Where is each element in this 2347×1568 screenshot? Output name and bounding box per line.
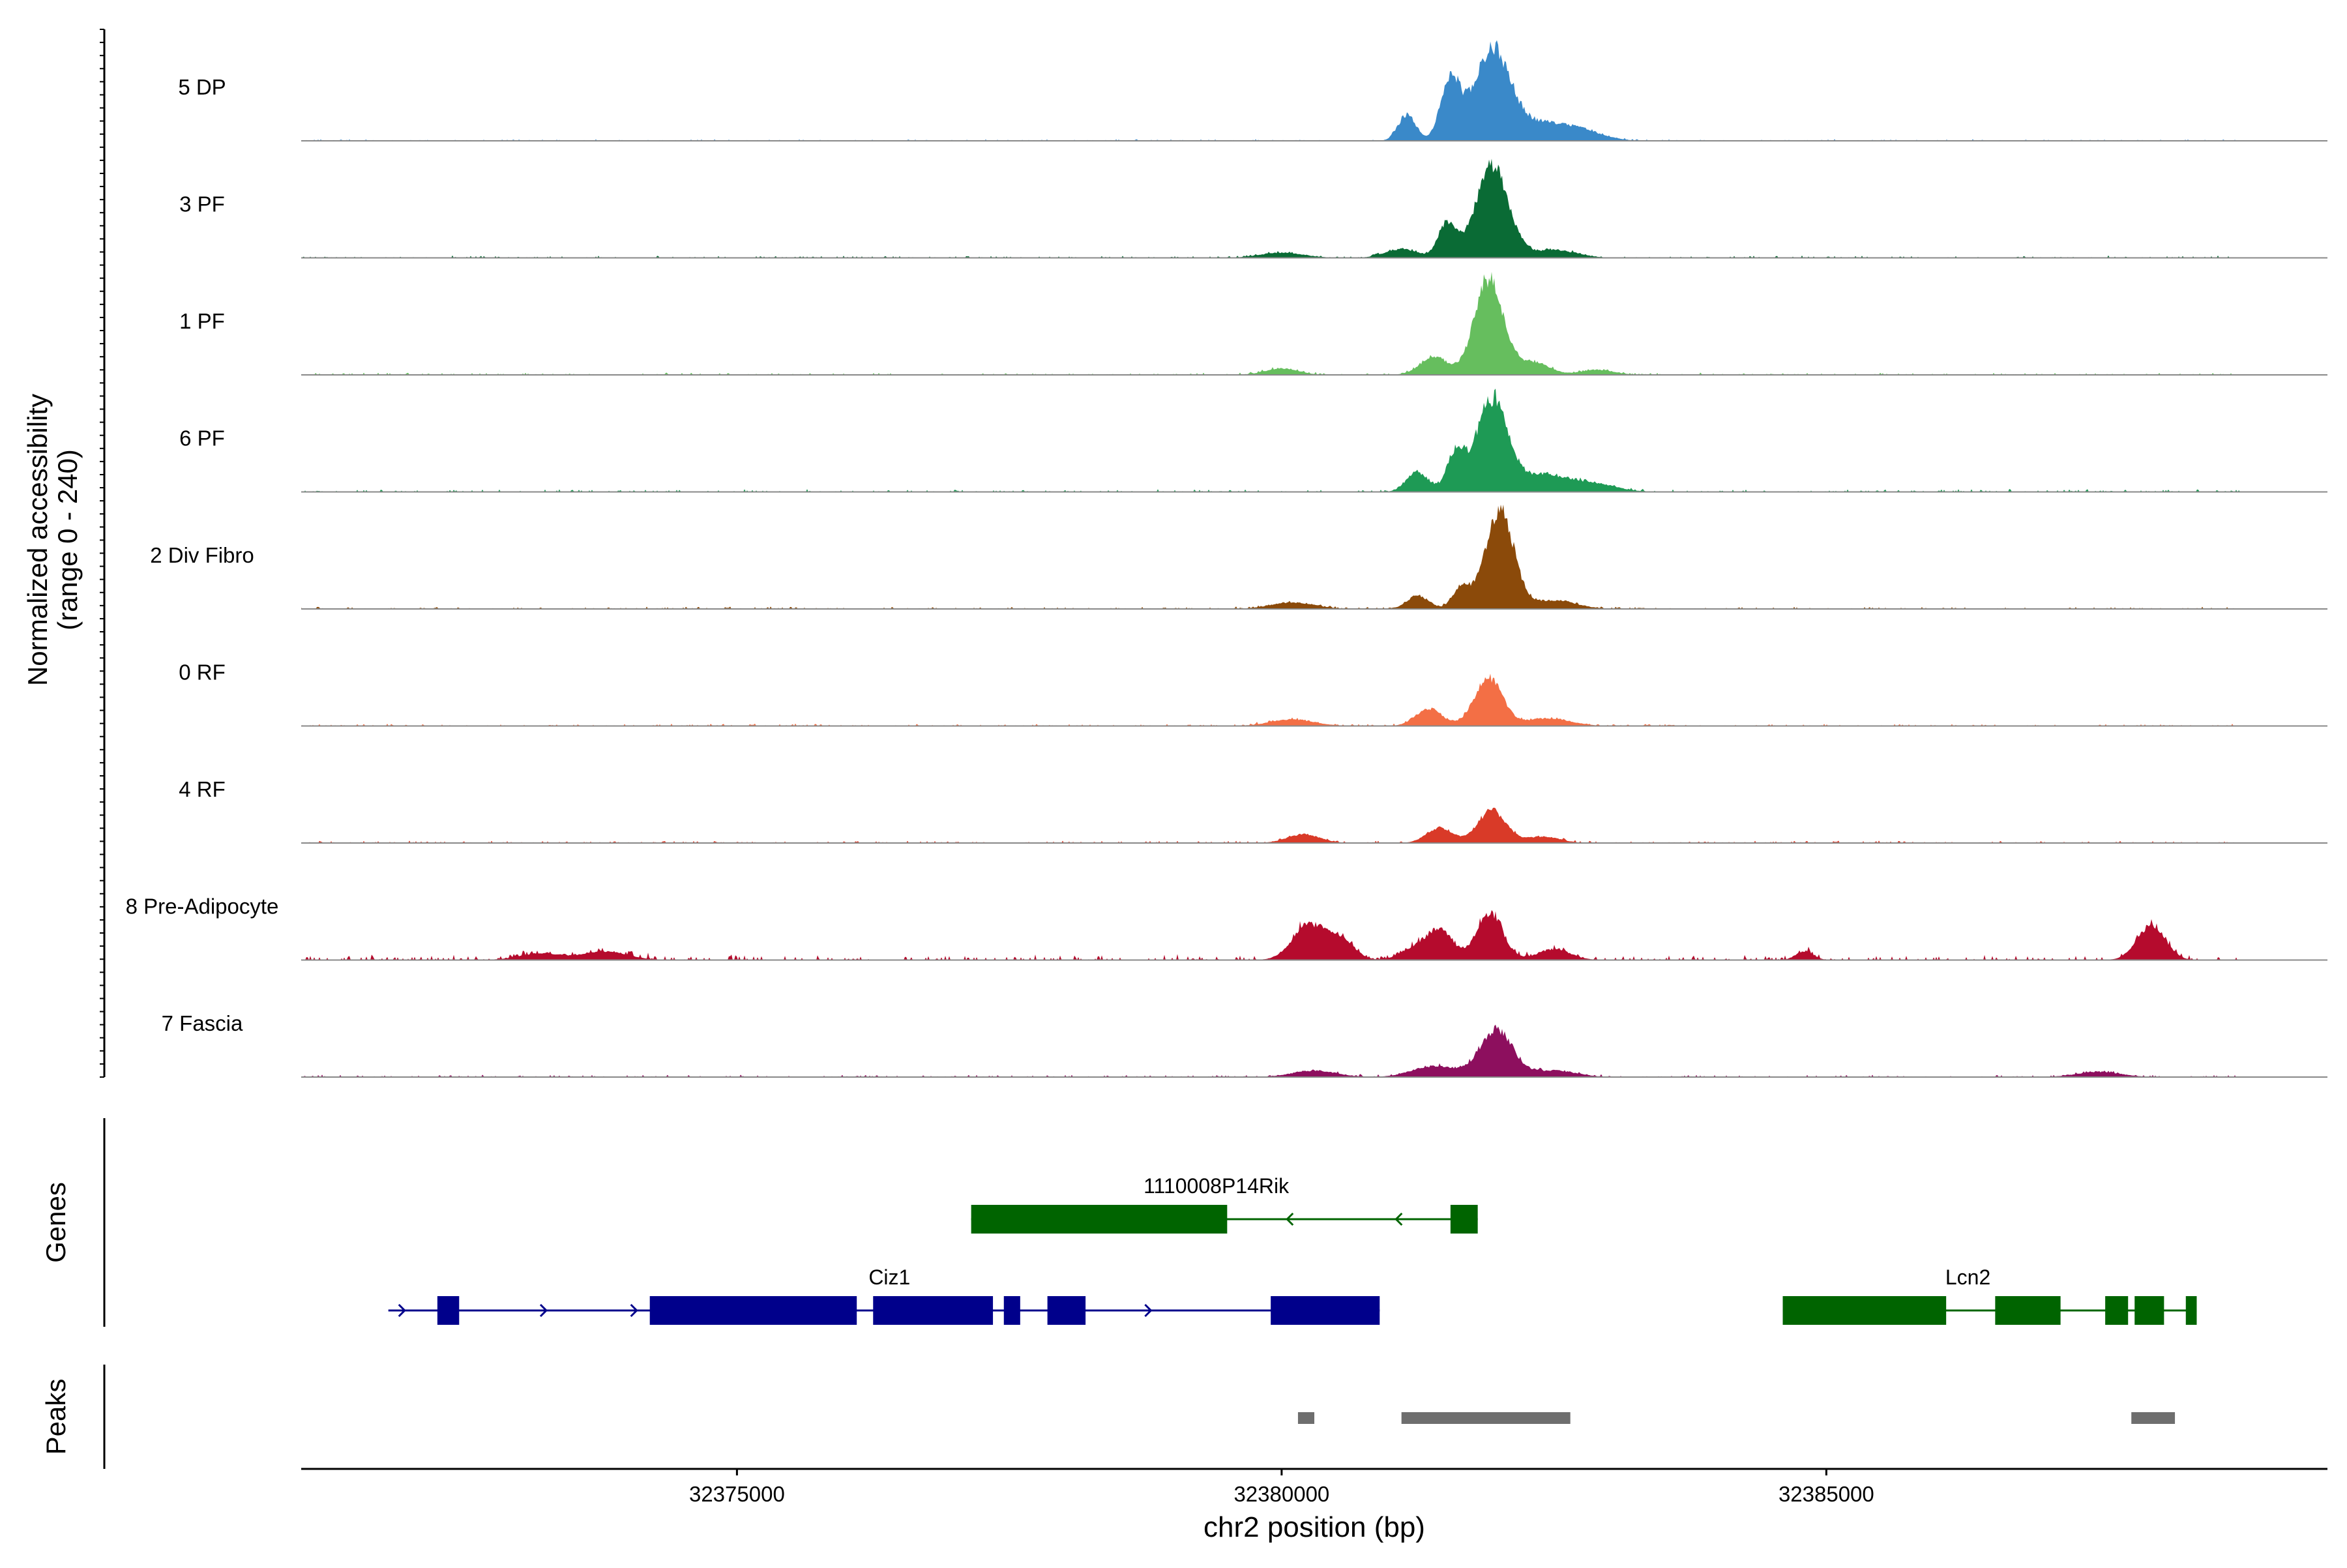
track-label: 8 Pre-Adipocyte [126, 895, 279, 919]
genes-track: 1110008P14Rik Ciz1 Lcn2 [388, 1174, 2197, 1325]
x-tick-label: 32385000 [1779, 1482, 1874, 1506]
coverage-y-label-line1: Normalized accessibility [22, 394, 53, 686]
track-label: 3 PF [179, 192, 225, 216]
coverage-area [301, 910, 2241, 960]
gene-exon [437, 1296, 460, 1325]
coverage-area [301, 389, 2241, 492]
gene-ciz1: Ciz1 [388, 1265, 1380, 1325]
track-label: 1 PF [179, 309, 225, 333]
gene-label: Ciz1 [868, 1265, 910, 1289]
coverage-track-2-div-fibro: 2 Div Fibro [150, 505, 2327, 610]
gene-exon [1995, 1296, 2061, 1325]
track-label: 5 DP [178, 75, 226, 99]
coverage-track-3-pf: 3 PF [179, 158, 2327, 259]
gene-exon [2105, 1296, 2129, 1325]
coverage-area [301, 1024, 2241, 1077]
gene-strand-arrow [398, 1303, 406, 1318]
gene-exon [2134, 1296, 2164, 1325]
coverage-y-axis [100, 29, 106, 1078]
peak-region [2131, 1412, 2176, 1424]
coverage-area [301, 505, 2241, 609]
coverage-track-6-pf: 6 PF [179, 389, 2327, 493]
x-axis: 32375000 32380000 32385000 [301, 1468, 2327, 1506]
gene-exon [971, 1205, 1228, 1234]
gene-strand-arrow [539, 1303, 548, 1318]
coverage-area [301, 673, 2241, 726]
gene-exon [1271, 1296, 1380, 1325]
peak-region [1297, 1412, 1314, 1424]
coverage-track-8-pre-adipocyte: 8 Pre-Adipocyte [126, 895, 2327, 961]
coverage-track-5-dp: 5 DP [178, 40, 2327, 141]
gene-label: Lcn2 [1945, 1265, 1990, 1289]
coverage-area [301, 158, 2241, 258]
coverage-track-0-rf: 0 RF [179, 660, 2327, 727]
coverage-track-4-rf: 4 RF [179, 777, 2327, 844]
x-axis-label: chr2 position (bp) [1203, 1511, 1425, 1543]
track-label: 6 PF [179, 426, 225, 451]
track-label: 7 Fascia [162, 1011, 243, 1035]
coverage-area [301, 807, 2241, 843]
gene-label: 1110008P14Rik [1144, 1174, 1290, 1198]
coverage-y-label-line2: (range 0 - 240) [52, 449, 83, 630]
gene-strand-arrow [630, 1303, 638, 1318]
gene-exon [1003, 1296, 1020, 1325]
coverage-track-1-pf: 1 PF [179, 272, 2327, 376]
coverage-area [301, 272, 2241, 375]
x-tick-label: 32380000 [1233, 1482, 1329, 1506]
gene-strand-arrow [1144, 1303, 1153, 1318]
gene-exon [1047, 1296, 1086, 1325]
coverage-area [301, 40, 2241, 141]
gene-lcn2: Lcn2 [1782, 1265, 2197, 1325]
peaks-label: Peaks [40, 1379, 71, 1455]
gene-exon [873, 1296, 994, 1325]
gene-1110008p14rik: 1110008P14Rik [971, 1174, 1478, 1234]
coverage-tracks: 5 DP 3 PF 1 PF 6 PF 2 Div Fibro 0 RF 4 RF 8 Pre… [126, 40, 2327, 1078]
track-label: 2 Div Fibro [150, 543, 254, 567]
track-label: 4 RF [179, 777, 226, 801]
gene-exon [649, 1296, 857, 1325]
gene-exon [1782, 1296, 1947, 1325]
x-tick-label: 32375000 [689, 1482, 785, 1506]
gene-exon [2185, 1296, 2197, 1325]
track-label: 0 RF [179, 660, 226, 685]
peak-region [1401, 1412, 1571, 1424]
gene-strand-arrow [1286, 1212, 1294, 1226]
gene-exon [1450, 1205, 1478, 1234]
genes-label: Genes [40, 1182, 71, 1263]
coverage-track-7-fascia: 7 Fascia [162, 1011, 2327, 1078]
gene-strand-arrow [1395, 1212, 1403, 1226]
peaks-track [1297, 1412, 2176, 1424]
